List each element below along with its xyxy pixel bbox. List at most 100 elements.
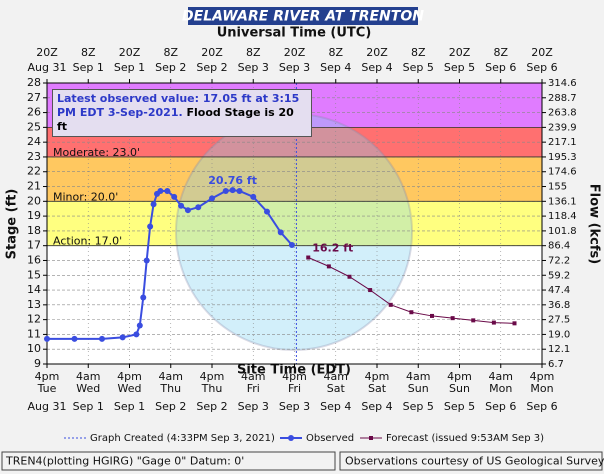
x-tick-day: Thu [201, 382, 223, 395]
x2-tick-label: 20Z [366, 46, 388, 59]
y2-tick-label: 12.1 [548, 344, 570, 355]
y-tick-label: 26 [27, 106, 41, 119]
x-tick-date: Sep 2 [196, 400, 227, 413]
x-tick-day: Fri [247, 382, 260, 395]
y2-tick-label: 288.7 [548, 93, 577, 104]
x-tick-date: Sep 3 [238, 400, 269, 413]
y2-tick-label: 195.3 [548, 152, 577, 163]
x2-tick-date: Sep 3 [238, 61, 269, 74]
x-tick-day: Sat [368, 382, 387, 395]
x-tick-day: Tue [37, 382, 57, 395]
forecast-point [306, 255, 311, 260]
legend-label: Observed [306, 433, 354, 444]
forecast-point [388, 302, 393, 307]
x-tick-date: Sep 6 [526, 400, 557, 413]
x2-tick-date: Sep 6 [526, 61, 557, 74]
y-tick-label: 17 [27, 239, 41, 252]
forecast-point [491, 320, 496, 325]
y2-tick-label: 59.2 [548, 270, 570, 281]
footer-box [339, 451, 603, 471]
observed-point [136, 322, 143, 329]
y2-tick-label: 263.8 [548, 108, 577, 119]
y2-tick-label: 101.8 [548, 226, 577, 237]
y2-tick-label: 47.4 [548, 285, 570, 296]
legend-swatch [369, 436, 373, 440]
x-tick-label: 4pm [35, 370, 60, 383]
observed-point [157, 187, 164, 194]
x-tick-day: Sun [449, 382, 470, 395]
y2-tick-label: 217.1 [548, 137, 577, 148]
observed-point [44, 335, 50, 342]
x2-tick-date: Sep 6 [485, 61, 516, 74]
value-label: 16.2 ft [312, 242, 353, 255]
observed-point [178, 202, 185, 209]
observed-point [147, 223, 154, 230]
latest-observed: Latest observed value: 17.05 ft at 3:15 … [57, 92, 300, 119]
observed-point [277, 229, 284, 236]
x-tick-day: Fri [288, 382, 301, 395]
x2-tick-label: 8Z [328, 46, 343, 59]
legend-label: Graph Created (4:33PM Sep 3, 2021) [90, 433, 275, 444]
x2-tick-label: 8Z [493, 46, 508, 59]
y2-tick-label: 136.1 [548, 196, 577, 207]
x-tick-label: 4pm [365, 370, 390, 383]
x-tick-date: Sep 4 [320, 400, 351, 413]
y-tick-label: 18 [27, 224, 41, 237]
observed-point [264, 208, 270, 215]
y2-tick-label: 19.0 [548, 329, 570, 340]
observed-point [143, 257, 150, 264]
observed-point [140, 294, 147, 301]
top-axis-title: Universal Time (UTC) [217, 26, 372, 41]
footer-right: Observations courtesy of US Geological S… [345, 455, 604, 468]
observed-point [209, 195, 215, 202]
y-tick-label: 16 [27, 253, 41, 266]
x-tick-day: Wed [76, 382, 100, 395]
observed-point [222, 187, 229, 194]
x-tick-label: 4am [324, 370, 348, 383]
x-tick-label: 4pm [530, 370, 555, 383]
x-tick-date: Sep 4 [361, 400, 392, 413]
x-tick-label: 4am [489, 370, 513, 383]
y2-tick-label: 36.8 [548, 300, 570, 311]
x-tick-day: Mon [489, 382, 512, 395]
y-tick-label: 28 [27, 76, 41, 89]
x2-tick-label: 8Z [81, 46, 96, 59]
forecast-point [326, 264, 331, 269]
y-tick-label: 19 [27, 209, 41, 222]
x-tick-label: 4am [241, 370, 265, 383]
x2-tick-label: 20Z [201, 46, 223, 59]
x-tick-label: 4pm [447, 370, 472, 383]
y-tick-label: 23 [27, 150, 41, 163]
y-tick-label: 12 [27, 313, 41, 326]
forecast-point [347, 274, 352, 279]
observed-point [229, 187, 236, 194]
x-tick-date: Aug 31 [28, 400, 67, 413]
flood-stage-label: Action: 17.0' [53, 235, 122, 248]
y2-tick-label: 86.4 [548, 241, 570, 252]
y-tick-label: 10 [27, 342, 41, 355]
observed-point [171, 193, 178, 200]
y-tick-label: 9 [34, 357, 41, 370]
x2-tick-label: 8Z [163, 46, 178, 59]
x-tick-day: Thu [159, 382, 181, 395]
x-tick-day: Wed [118, 382, 142, 395]
legend-label: Forecast (issued 9:53AM Sep 3) [386, 433, 544, 444]
legend-swatch [288, 435, 294, 441]
x-tick-date: Sep 5 [403, 400, 434, 413]
x-tick-date: Sep 1 [73, 400, 104, 413]
x-axis-title: Site Time (EDT) [237, 363, 351, 378]
x2-tick-label: 20Z [449, 46, 471, 59]
x2-tick-date: Aug 31 [28, 61, 67, 74]
chart-title: DELAWARE RIVER AT TRENTON [182, 9, 424, 25]
x-tick-date: Sep 3 [279, 400, 310, 413]
observed-point [250, 193, 257, 200]
observed-point [288, 241, 295, 248]
x2-tick-label: 20Z [36, 46, 58, 59]
x2-tick-date: Sep 4 [320, 61, 351, 74]
y2-tick-label: 6.7 [548, 359, 564, 370]
y-tick-label: 11 [27, 327, 41, 340]
x-tick-day: Mon [530, 382, 553, 395]
x2-tick-date: Sep 1 [73, 61, 104, 74]
